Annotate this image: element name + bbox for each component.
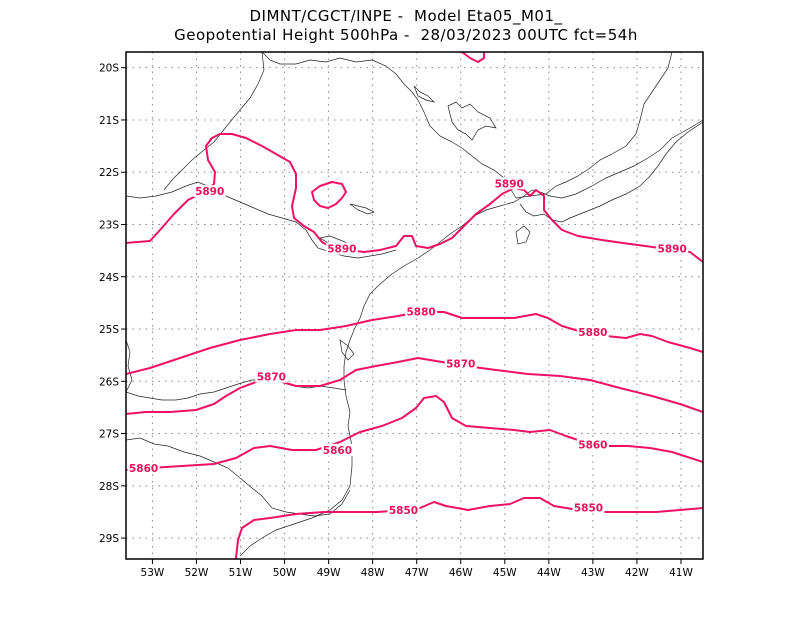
contour-label: 5890 [325,242,358,256]
lon-tick-label: 41W [669,567,693,579]
coastline-rio [519,121,703,223]
contour-label-text: 5890 [327,244,356,256]
contour-label: 5890 [493,177,526,190]
state-boundary-pr-sc [126,379,347,401]
lat-tick-label: 23S [99,219,119,231]
lat-tick-label: 24S [99,272,119,284]
contour-label: 5850 [572,501,605,514]
contour-label-text: 5870 [446,359,475,371]
state-boundary-sp-mg [261,52,517,199]
lat-tick-label: 29S [99,533,119,545]
contour-label: 5860 [127,462,160,475]
contour-5880 [126,311,703,375]
contour-5860 [126,395,703,471]
contour-label-bg [493,177,526,190]
contour-5850 [235,497,703,559]
contour-label-bg [656,242,689,255]
lat-tick-label: 25S [99,324,119,336]
contour-label: 5850 [387,503,420,517]
lon-tick-label: 49W [317,567,341,579]
lon-tick-label: 50W [273,567,297,579]
lon-tick-label: 43W [581,567,605,579]
contour-label: 5870 [444,357,477,371]
coastline [239,119,703,557]
contour-label: 5860 [321,443,354,457]
contour-label: 5870 [255,370,288,384]
argentina-boundary [126,339,133,393]
state-boundary-sc-rs [126,437,351,517]
lon-tick-label: 52W [185,567,209,579]
contour-label: 5890 [193,185,226,198]
lon-tick-label: 47W [405,567,429,579]
map-title-line-2: Geopotential Height 500hPa - 28/03/2023 … [174,26,638,44]
axis-ticks: 53W 52W 51W 50W 49W 48W 47W 46W 45W 44W 43W 42W 41W 2… [99,63,693,579]
contour-5890-west [126,133,703,263]
contour-label-bg [325,242,358,255]
contour-label-text: 5890 [195,186,224,198]
lon-tick-label: 46W [449,567,473,579]
contour-label-bg [572,501,605,514]
contour-label-text: 5860 [578,440,607,452]
contour-label-bg [321,443,354,456]
contour-label-text: 5850 [389,505,418,517]
map-frame [125,51,704,560]
lon-tick-label: 53W [141,567,165,579]
contour-label-text: 5890 [495,178,524,190]
contour-label-text: 5890 [658,244,687,256]
lon-tick-label: 44W [537,567,561,579]
contour-5890-closed [311,181,347,209]
lake-feature-2 [413,85,436,103]
lat-tick-label: 28S [99,481,119,493]
contour-label-text: 5850 [574,502,603,514]
contour-label-text: 5880 [406,306,435,318]
lon-tick-label: 42W [625,567,649,579]
contour-5870 [126,357,703,415]
state-boundary-ms-sp [163,52,265,191]
contour-label: 5880 [576,326,609,339]
contour-label-bg [193,185,226,198]
coastline-boundaries [126,52,703,557]
lon-tick-label: 45W [493,567,517,579]
contour-label: 5880 [405,305,438,318]
contour-label-bg [405,305,438,318]
contour-5890-top [461,52,485,63]
contour-label-bg [576,326,609,339]
height-contours [126,52,703,559]
state-boundary-pr-sp [126,181,397,259]
contour-label-bg [387,503,420,516]
lat-tick-label: 21S [99,115,119,127]
lon-tick-label: 48W [361,567,385,579]
state-boundary-mg-rj [515,52,673,199]
contour-label: 5890 [656,242,689,256]
map-title-line-1: DIMNT/CGCT/INPE - Model Eta05_M01_ [249,7,563,25]
contour-label-bg [576,438,609,451]
contour-label-text: 5880 [578,327,607,339]
contour-label: 5860 [576,438,609,452]
graticule [126,52,703,559]
lon-tick-label: 51W [229,567,253,579]
contour-label-bg [444,357,477,370]
contour-label-text: 5860 [129,463,158,475]
lat-tick-label: 27S [99,429,119,441]
contour-label-text: 5860 [323,445,352,457]
contour-label-text: 5870 [257,372,286,384]
contour-label-bg [127,462,160,475]
lagoon [339,339,355,361]
lake-feature [447,101,497,141]
lat-tick-label: 20S [99,63,119,75]
reservoir [349,203,375,215]
contour-label-bg [255,370,288,383]
lat-tick-label: 22S [99,167,119,179]
island [515,225,531,245]
lat-tick-label: 26S [99,376,119,388]
contour-labels: 5890 5890 5890 5890 5880 5880 5870 5870 5860 5860… [127,177,689,517]
